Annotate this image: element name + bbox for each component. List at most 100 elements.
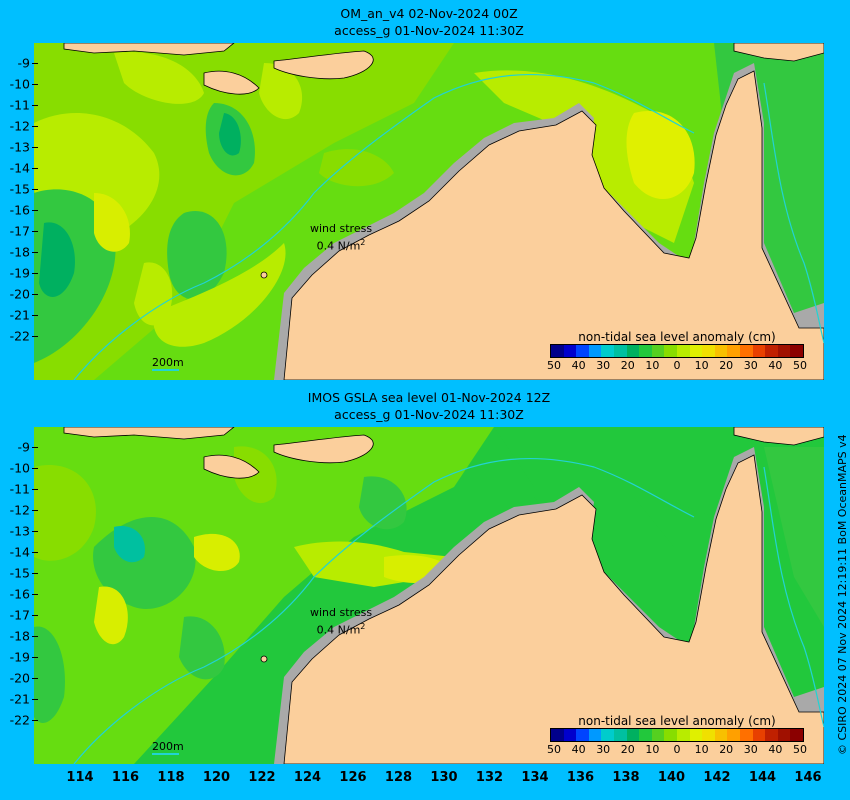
x-tick-label: 122 bbox=[248, 770, 276, 785]
bottom-colorbar-swatch bbox=[765, 729, 778, 741]
top-colorbar-swatch bbox=[727, 345, 740, 357]
top-y-tick-label: -13 bbox=[9, 139, 30, 155]
bottom-scale-label: 200m bbox=[152, 740, 184, 753]
bottom-map-svg bbox=[34, 427, 824, 764]
bottom-colorbar: non-tidal sea level anomaly (cm) 50 40 30 2… bbox=[547, 714, 807, 756]
bottom-wind-label: wind stress bbox=[310, 606, 373, 619]
bottom-200m-contour-east bbox=[763, 466, 824, 728]
top-colorbar-swatch bbox=[777, 345, 791, 357]
bottom-colorbar-tick-label: 50 bbox=[793, 743, 807, 756]
top-y-tick-mark bbox=[32, 168, 38, 169]
top-colorbar-swatch bbox=[752, 345, 766, 357]
top-colorbar-swatch bbox=[626, 345, 640, 357]
x-tick-label: 134 bbox=[521, 770, 549, 785]
bottom-y-tick-label: -9 bbox=[17, 439, 30, 455]
bottom-y-tick-label: -19 bbox=[9, 649, 30, 665]
x-tick-label: 116 bbox=[111, 770, 140, 785]
bottom-land bbox=[63, 427, 824, 764]
bottom-colorbar-swatch bbox=[651, 729, 665, 741]
top-y-tick-mark bbox=[32, 336, 38, 337]
bottom-colorbar-swatch bbox=[777, 729, 791, 741]
top-colorbar-ticks: 50 40 30 20 10 0 10 20 30 40 50 bbox=[547, 358, 807, 372]
top-y-tick-label: -21 bbox=[9, 307, 30, 323]
top-y-tick-label: -20 bbox=[9, 286, 30, 302]
bottom-y-tick-mark bbox=[32, 720, 38, 721]
bottom-colorbar-swatch bbox=[613, 729, 627, 741]
bottom-colorbar-swatch bbox=[639, 729, 652, 741]
top-y-tick-mark bbox=[32, 252, 38, 253]
bottom-colorbar-tick-label: 20 bbox=[620, 743, 635, 756]
top-colorbar-swatch bbox=[551, 345, 564, 357]
bottom-colorbar-ticks: 50 40 30 20 10 0 10 20 30 40 50 bbox=[547, 742, 807, 756]
top-y-tick-mark bbox=[32, 189, 38, 190]
top-y-tick-label: -19 bbox=[9, 265, 30, 281]
top-y-tick-label: -16 bbox=[9, 202, 30, 218]
top-colorbar-swatch bbox=[576, 345, 589, 357]
top-panel-title-line2: access_g 01-Nov-2024 11:30Z bbox=[334, 23, 524, 38]
top-colorbar-tick-label: 30 bbox=[743, 359, 758, 372]
top-y-tick-label: -15 bbox=[9, 181, 30, 197]
x-tick-label: 124 bbox=[293, 770, 322, 785]
x-tick-label: 142 bbox=[703, 770, 731, 785]
top-y-tick-mark bbox=[32, 210, 38, 211]
top-y-tick-mark bbox=[32, 294, 38, 295]
top-y-tick-mark bbox=[32, 63, 38, 64]
top-colorbar-tick-label: 20 bbox=[719, 359, 734, 372]
bottom-panel-title-line2: access_g 01-Nov-2024 11:30Z bbox=[334, 407, 524, 422]
bottom-y-tick-mark bbox=[32, 468, 38, 469]
top-colorbar-swatch bbox=[765, 345, 778, 357]
top-y-tick-mark bbox=[32, 315, 38, 316]
bottom-y-tick-mark bbox=[32, 552, 38, 553]
bottom-colorbar-tick-label: 10 bbox=[645, 743, 660, 756]
top-colorbar-swatch bbox=[613, 345, 627, 357]
bottom-colorbar-swatch bbox=[563, 729, 577, 741]
bottom-colorbar-tick-label: 0 bbox=[673, 743, 681, 756]
top-colorbar-swatch bbox=[739, 345, 753, 357]
bottom-y-tick-label: -16 bbox=[9, 586, 30, 602]
x-tick-label: 136 bbox=[566, 770, 595, 785]
top-y-tick-mark bbox=[32, 105, 38, 106]
bottom-y-tick-mark bbox=[32, 636, 38, 637]
bottom-wind-stress-legend: wind stress 0.4 N/m2 bbox=[310, 606, 372, 638]
top-colorbar-swatch bbox=[714, 345, 728, 357]
top-y-tick-mark bbox=[32, 84, 38, 85]
top-colorbar-tick-label: 10 bbox=[694, 359, 709, 372]
bottom-colorbar-swatch bbox=[714, 729, 728, 741]
bottom-colorbar-swatch bbox=[727, 729, 740, 741]
bottom-y-tick-label: -14 bbox=[9, 544, 30, 560]
top-anomaly-fields bbox=[34, 43, 824, 380]
bottom-colorbar-strip bbox=[550, 728, 804, 742]
top-wind-label: wind stress bbox=[310, 222, 373, 235]
bottom-y-tick-mark bbox=[32, 657, 38, 658]
top-wind-stress-legend: wind stress 0.4 N/m2 bbox=[310, 222, 372, 254]
top-y-tick-mark bbox=[32, 273, 38, 274]
bottom-colorbar-swatch bbox=[739, 729, 753, 741]
bottom-colorbar-swatch bbox=[626, 729, 640, 741]
top-colorbar-swatch bbox=[588, 345, 602, 357]
bottom-y-tick-label: -10 bbox=[9, 460, 30, 476]
bottom-y-tick-mark bbox=[32, 678, 38, 679]
top-y-tick-label: -11 bbox=[9, 97, 30, 113]
bottom-panel-title-line1: IMOS GSLA sea level 01-Nov-2024 12Z bbox=[307, 390, 551, 405]
top-colorbar-title: non-tidal sea level anomaly (cm) bbox=[578, 330, 776, 344]
bottom-colorbar-swatch bbox=[664, 729, 677, 741]
bottom-y-tick-label: -13 bbox=[9, 523, 30, 539]
x-tick-label: 118 bbox=[157, 770, 185, 785]
top-colorbar-swatch bbox=[702, 345, 715, 357]
bottom-y-axis: -9 -10 -11 -12 -13 -14 -15 -16 -17 -18 -19 -20 -21 -2… bbox=[0, 427, 38, 764]
x-tick-label: 130 bbox=[430, 770, 458, 785]
bottom-colorbar-tick-label: 10 bbox=[694, 743, 709, 756]
bottom-colorbar-tick-label: 40 bbox=[768, 743, 783, 756]
top-colorbar-tick-label: 50 bbox=[793, 359, 807, 372]
bottom-y-tick-label: -21 bbox=[9, 691, 30, 707]
top-colorbar: non-tidal sea level anomaly (cm) 50 40 30 2… bbox=[547, 330, 807, 372]
bottom-y-tick-label: -11 bbox=[9, 481, 30, 497]
x-tick-label: 132 bbox=[475, 770, 504, 785]
top-colorbar-tick-label: 20 bbox=[620, 359, 635, 372]
bottom-colorbar-title: non-tidal sea level anomaly (cm) bbox=[578, 714, 776, 728]
top-y-axis: -9 -10 -11 -12 -13 -14 -15 -16 -17 -18 -19 -20 -21 -2… bbox=[0, 43, 38, 380]
bottom-y-tick-label: -15 bbox=[9, 565, 30, 581]
bottom-colorbar-swatch bbox=[752, 729, 766, 741]
top-map bbox=[34, 43, 824, 380]
top-colorbar-tick-label: 40 bbox=[768, 359, 783, 372]
